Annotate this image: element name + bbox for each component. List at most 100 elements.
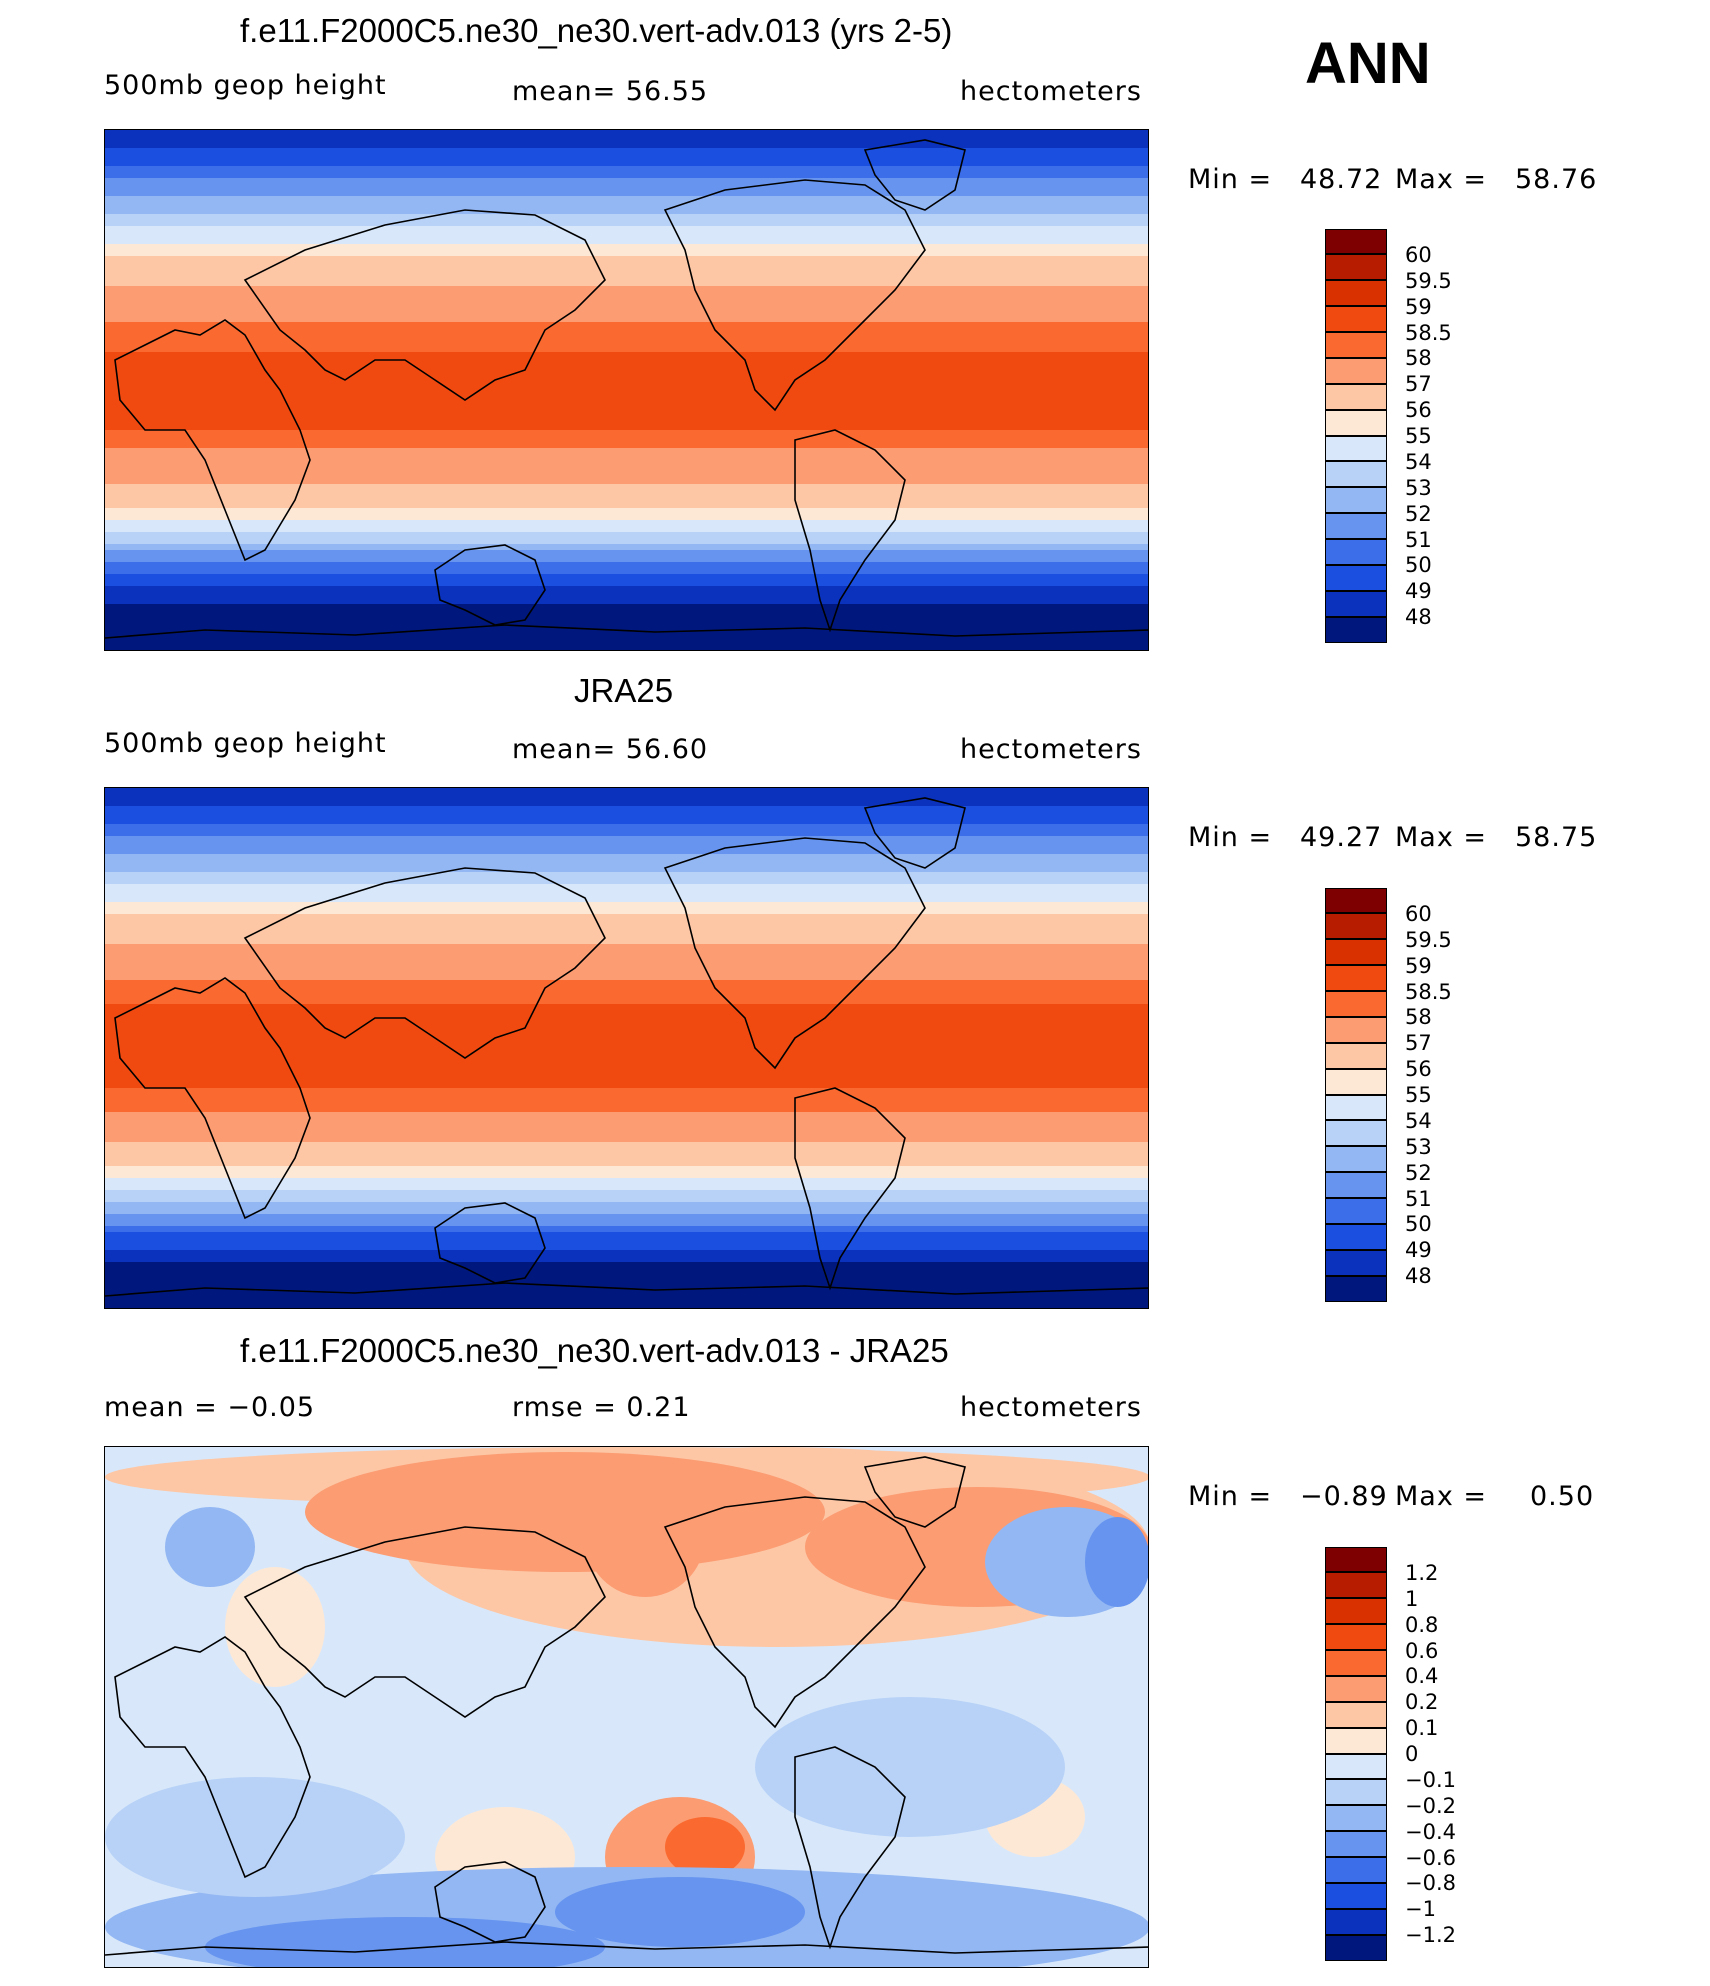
contour-band: [105, 268, 1148, 275]
contour-band: [105, 598, 1148, 605]
contour-band: [105, 1232, 1148, 1239]
contour-region: [665, 1817, 745, 1877]
contour-band: [105, 926, 1148, 933]
contour-band: [105, 1238, 1148, 1245]
colorbar-swatch: [1325, 991, 1387, 1017]
contour-region: [555, 1877, 805, 1947]
contour-band: [105, 178, 1148, 185]
contour-band: [105, 364, 1148, 371]
contour-band: [105, 400, 1148, 407]
panel-1-variable-label: 500mb geop height: [104, 70, 387, 101]
colorbar-tick-label: 0: [1405, 1742, 1419, 1766]
contour-band: [105, 908, 1148, 915]
colorbar-swatch: [1325, 1223, 1387, 1250]
contour-band: [105, 992, 1148, 999]
contour-band: [105, 1142, 1148, 1149]
coastline: [863, 139, 966, 211]
contour-band: [105, 1100, 1148, 1107]
contour-band: [105, 394, 1148, 401]
contour-band: [105, 896, 1148, 903]
contour-band: [105, 998, 1148, 1005]
panel-1-colorbar: [1325, 228, 1387, 643]
contour-band: [105, 866, 1148, 873]
contour-band: [105, 854, 1148, 861]
contour-band: [105, 280, 1148, 287]
colorbar-swatch: [1325, 306, 1387, 332]
contour-band: [105, 1244, 1148, 1251]
contour-band: [105, 974, 1148, 981]
contour-band: [105, 1022, 1148, 1029]
contour-band: [105, 1112, 1148, 1119]
colorbar-tick-label: 51: [1405, 527, 1432, 552]
contour-band: [105, 544, 1148, 551]
colorbar-swatch: [1325, 1094, 1387, 1121]
colorbar-tick-label: 52: [1405, 1160, 1432, 1185]
contour-band: [105, 1052, 1148, 1059]
panel-3-rmse-label: rmse = 0.21: [512, 1392, 691, 1423]
contour-band: [105, 1082, 1148, 1089]
contour-band: [105, 250, 1148, 257]
panel-3-min-label: Min =: [1188, 1481, 1273, 1512]
colorbar-tick-label: 56: [1405, 398, 1432, 423]
contour-band: [105, 1304, 1148, 1308]
contour-region: [755, 1697, 1065, 1837]
contour-band: [105, 1280, 1148, 1287]
contour-band: [105, 478, 1148, 485]
colorbar-tick-label: −0.6: [1405, 1845, 1456, 1870]
contour-band: [105, 1154, 1148, 1161]
colorbar-swatch: [1325, 1805, 1387, 1832]
contour-band: [105, 166, 1148, 173]
contour-region: [105, 1777, 405, 1897]
contour-band: [105, 794, 1148, 801]
colorbar-tick-label: 56: [1405, 1057, 1432, 1082]
contour-band: [105, 298, 1148, 305]
panel-2-max-label: Max =: [1395, 822, 1488, 853]
colorbar-swatch: [1325, 409, 1387, 436]
colorbar-tick-label: 55: [1405, 424, 1432, 448]
contour-band: [105, 1268, 1148, 1275]
contour-band: [105, 502, 1148, 509]
contour-band: [105, 436, 1148, 443]
contour-band: [105, 788, 1148, 795]
contour-band: [105, 382, 1148, 389]
colorbar-tick-label: 52: [1405, 501, 1432, 526]
contour-band: [105, 878, 1148, 885]
colorbar-swatch: [1325, 1908, 1387, 1935]
panel-2-min-value: 49.27: [1300, 822, 1383, 853]
contour-band: [105, 986, 1148, 993]
panel-3-map: [104, 1446, 1149, 1968]
panel-2-colorbar: [1325, 887, 1387, 1302]
panel-1-max-label: Max =: [1395, 164, 1488, 195]
contour-band: [105, 508, 1148, 515]
panel-3-mean-label: mean = −0.05: [104, 1392, 316, 1423]
colorbar-tick-label: 1: [1405, 1586, 1419, 1611]
contour-band: [105, 1106, 1148, 1113]
contour-band: [105, 232, 1148, 239]
contour-band: [105, 202, 1148, 209]
contour-band: [105, 1046, 1148, 1053]
contour-band: [105, 610, 1148, 617]
contour-band: [105, 968, 1148, 975]
contour-band: [105, 136, 1148, 143]
panel-3-map-canvas: [105, 1447, 1148, 1967]
contour-band: [105, 256, 1148, 263]
contour-band: [105, 932, 1148, 939]
contour-band: [105, 376, 1148, 383]
colorbar-swatch: [1325, 1172, 1387, 1198]
colorbar-tick-label: 58.5: [1405, 979, 1452, 1004]
contour-band: [105, 1028, 1148, 1035]
contour-band: [105, 208, 1148, 215]
contour-band: [105, 346, 1148, 353]
contour-band: [105, 1202, 1148, 1209]
contour-band: [105, 196, 1148, 203]
panel-1-map: [104, 129, 1149, 651]
colorbar-tick-label: −1: [1405, 1897, 1436, 1922]
contour-band: [105, 214, 1148, 221]
contour-band: [105, 634, 1148, 641]
contour-band: [105, 340, 1148, 347]
colorbar-swatch: [1325, 1882, 1387, 1909]
contour-region: [585, 1477, 705, 1597]
panel-2-units-label: hectometers: [960, 734, 1142, 765]
contour-band: [105, 920, 1148, 927]
colorbar-swatch: [1325, 887, 1387, 914]
